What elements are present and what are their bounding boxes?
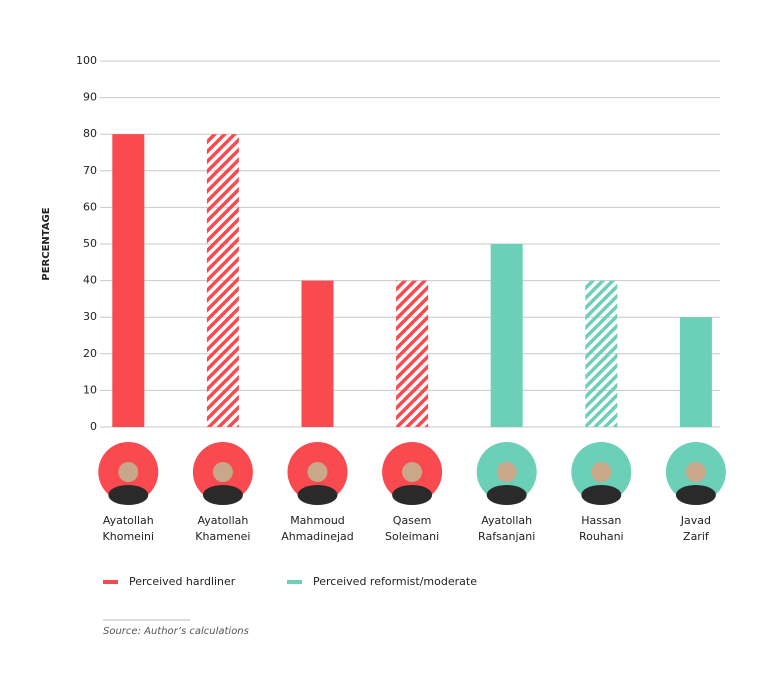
x-tick-label: Khamenei (195, 530, 250, 543)
bar (112, 134, 145, 427)
portrait-body (486, 485, 527, 505)
bar (585, 280, 618, 427)
portrait-face (402, 462, 423, 482)
portrait-body (581, 485, 622, 505)
x-tick-label: Qasem (393, 514, 432, 527)
y-tick-label: 10 (83, 383, 97, 396)
x-tick-label: Ayatollah (197, 514, 248, 527)
x-tick-label: Ayatollah (481, 514, 532, 527)
portrait-face (591, 462, 612, 482)
portrait-body (297, 485, 338, 505)
portrait-face (685, 462, 706, 482)
bar (490, 244, 523, 427)
y-axis-label: PERCENTAGE (41, 207, 52, 280)
x-tick-label: Khomeini (103, 530, 154, 543)
portrait-face (307, 462, 328, 482)
x-tick-label: Soleimani (385, 530, 439, 543)
y-tick-label: 20 (83, 347, 97, 360)
x-tick-label: Javad (680, 514, 711, 527)
portrait-body (202, 485, 243, 505)
x-tick-label: Rafsanjani (478, 530, 535, 543)
portrait-face (118, 462, 139, 482)
x-tick-label: Ahmadinejad (281, 530, 354, 543)
x-tick-label: Hassan (581, 514, 621, 527)
x-tick-label: Rouhani (579, 530, 624, 543)
legend-label: Perceived hardliner (129, 575, 236, 588)
source: Source: Author’s calculations (103, 626, 249, 637)
bar (396, 280, 429, 427)
y-tick-label: 100 (76, 54, 97, 67)
bar (679, 317, 712, 427)
y-tick-label: 0 (90, 420, 97, 433)
y-tick-label: 40 (83, 274, 97, 287)
x-tick-label: Mahmoud (290, 514, 345, 527)
x-tick-label: Zarif (683, 530, 710, 543)
portrait-body (675, 485, 716, 505)
legend-label: Perceived reformist/moderate (313, 575, 477, 588)
y-tick-label: 50 (83, 237, 97, 250)
bar (301, 280, 334, 427)
portrait-body (392, 485, 433, 505)
portrait-face (212, 462, 233, 482)
y-tick-label: 60 (83, 200, 97, 213)
y-tick-label: 30 (83, 310, 97, 323)
x-tick-label: Ayatollah (103, 514, 154, 527)
portrait-body (108, 485, 149, 505)
y-tick-label: 90 (83, 91, 97, 104)
portrait-face (496, 462, 517, 482)
y-tick-label: 70 (83, 164, 97, 177)
bar (206, 134, 239, 427)
y-tick-label: 80 (83, 127, 97, 140)
